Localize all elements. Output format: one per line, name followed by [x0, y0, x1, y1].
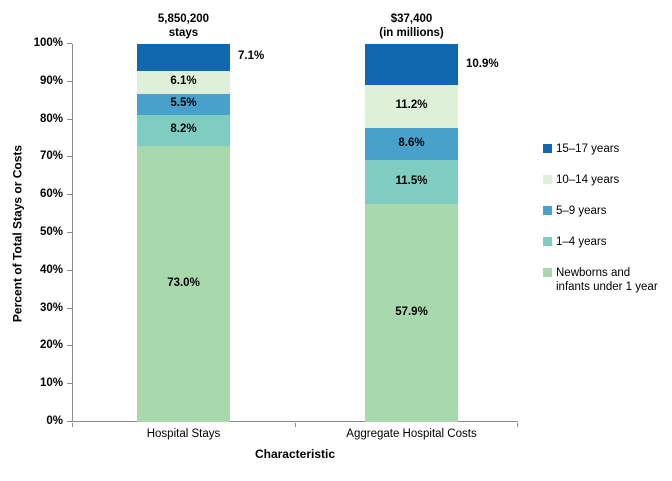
y-tick-label: 30%: [39, 301, 63, 314]
bar-segment-aggregate-hospital-costs: [365, 160, 458, 204]
legend-label: 5–9 years: [556, 205, 607, 217]
y-tick-label: 60%: [39, 188, 63, 201]
segment-value-label: 6.1%: [170, 75, 197, 88]
legend-item: 1–4 years: [543, 235, 666, 249]
y-tick-mark: [67, 345, 72, 347]
segment-value-label: 8.2%: [170, 123, 197, 136]
y-tick-label: 90%: [39, 74, 63, 87]
segment-value-label: 57.9%: [395, 305, 428, 318]
bar-segment-aggregate-hospital-costs: [365, 44, 458, 86]
legend-swatch: [543, 268, 552, 277]
segment-value-label: 5.5%: [170, 97, 197, 110]
legend: 15–17 years 10–14 years 5–9 years 1–4 years…: [543, 142, 666, 311]
legend-item: 10–14 years: [543, 173, 666, 187]
x-tick-mark: [72, 423, 73, 427]
y-tick-mark: [67, 43, 72, 44]
segment-value-label: 10.9%: [466, 57, 499, 70]
legend-label: Newborns and infants under 1 year: [556, 267, 658, 293]
bar-segment-hospital-stays: [137, 145, 230, 422]
y-tick-mark: [67, 194, 72, 196]
bar-segment-hospital-stays: [137, 70, 230, 94]
y-tick-label: 50%: [39, 226, 63, 238]
y-tick-label: 70%: [39, 150, 63, 163]
bar-segment-hospital-stays: [137, 93, 230, 115]
plot-area: [72, 44, 518, 422]
segment-value-label: 8.6%: [398, 136, 425, 149]
y-tick-mark: [67, 383, 72, 385]
bar-total-label: 5,850,200 stays: [157, 13, 210, 39]
y-tick-label: 40%: [39, 263, 63, 276]
legend-swatch: [543, 175, 552, 184]
y-tick-mark: [67, 307, 72, 309]
legend-item: 5–9 years: [543, 204, 666, 218]
y-tick-mark: [67, 269, 72, 271]
legend-label: 15–17 years: [556, 143, 620, 155]
x-category-label: Aggregate Hospital Costs: [346, 428, 477, 440]
y-tick-label: 80%: [39, 112, 63, 125]
bar-segment-aggregate-hospital-costs: [365, 85, 458, 128]
legend-swatch: [543, 237, 552, 246]
bar-segment-hospital-stays: [137, 114, 230, 146]
legend-label: 1–4 years: [556, 236, 607, 248]
legend-label: 10–14 years: [556, 174, 620, 186]
legend-swatch: [543, 206, 552, 215]
y-tick-mark: [67, 80, 72, 82]
legend-swatch: [543, 144, 552, 153]
y-tick-mark: [67, 232, 72, 233]
bar-total-label: $37,400 (in millions): [379, 13, 444, 39]
y-tick-label: 100%: [33, 37, 63, 49]
legend-item: Newborns and infants under 1 year: [543, 266, 666, 294]
y-tick-mark: [67, 118, 72, 120]
x-tick-mark: [295, 423, 296, 427]
bar-segment-aggregate-hospital-costs: [365, 203, 458, 423]
legend-item: 15–17 years: [543, 142, 666, 156]
segment-value-label: 73.0%: [167, 276, 200, 289]
y-tick-label: 0%: [46, 415, 63, 427]
x-tick-mark: [517, 423, 518, 427]
segment-value-label: 11.5%: [395, 174, 428, 187]
bar-segment-hospital-stays: [137, 44, 230, 71]
y-tick-mark: [67, 156, 72, 158]
bar-segment-aggregate-hospital-costs: [365, 127, 458, 161]
segment-value-label: 11.2%: [395, 99, 428, 112]
x-axis-title: Characteristic: [254, 447, 336, 461]
segment-value-label: 7.1%: [238, 50, 265, 63]
y-tick-label: 20%: [39, 339, 63, 352]
y-tick-mark: [67, 421, 72, 422]
x-category-label: Hospital Stays: [146, 428, 221, 440]
y-tick-label: 10%: [39, 377, 63, 390]
